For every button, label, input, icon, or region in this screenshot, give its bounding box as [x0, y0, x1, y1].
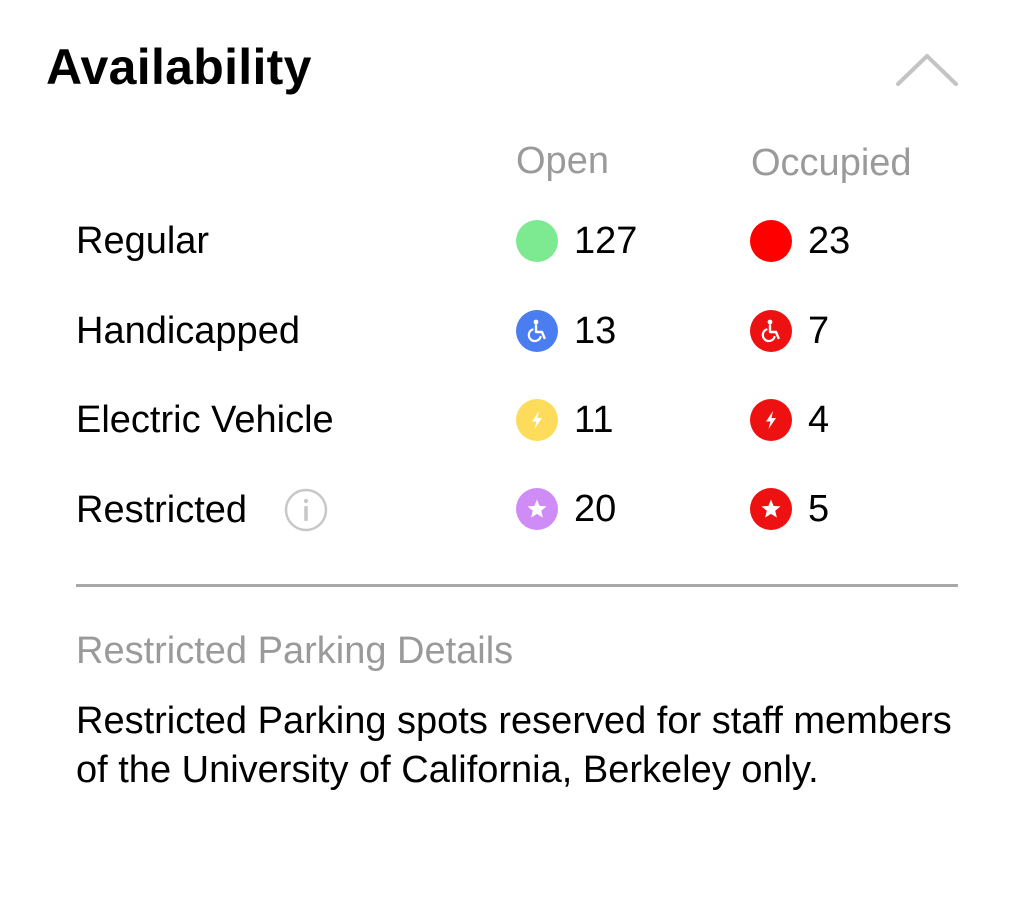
details-heading: Restricted Parking Details: [76, 630, 514, 672]
row-label-electric-vehicle: Electric Vehicle: [76, 399, 334, 441]
lightning-bolt-icon: [516, 399, 558, 441]
restricted-open-cell: 20: [516, 486, 616, 532]
row-label-restricted: Restricted: [76, 489, 248, 531]
handicapped-occupied-cell: 7: [750, 308, 829, 354]
panel-title: Availability: [46, 39, 312, 95]
occupied-status-dot: [750, 220, 792, 262]
row-label-regular: Regular: [76, 220, 210, 262]
chevron-up-icon: [896, 54, 958, 86]
star-icon: [750, 488, 792, 530]
handicapped-open-cell: 13: [516, 308, 616, 354]
wheelchair-icon: [516, 310, 558, 352]
column-header-occupied: Occupied: [751, 142, 912, 184]
electric-open-count: 11: [574, 399, 614, 441]
regular-open-cell: 127: [516, 218, 637, 264]
lightning-bolt-icon: [750, 399, 792, 441]
info-icon: [284, 488, 328, 532]
column-header-open: Open: [516, 140, 609, 182]
handicapped-open-count: 13: [574, 310, 617, 352]
restricted-occupied-count: 5: [808, 488, 830, 530]
restricted-info-button[interactable]: [284, 488, 328, 532]
regular-occupied-count: 23: [808, 220, 851, 262]
regular-occupied-cell: 23: [750, 218, 850, 264]
restricted-occupied-cell: 5: [750, 486, 829, 532]
star-icon: [516, 488, 558, 530]
restricted-open-count: 20: [574, 488, 617, 530]
electric-occupied-count: 4: [808, 399, 830, 441]
handicapped-occupied-count: 7: [808, 310, 830, 352]
regular-open-count: 127: [574, 220, 638, 262]
row-label-handicapped: Handicapped: [76, 310, 300, 352]
wheelchair-icon: [750, 310, 792, 352]
open-status-dot: [516, 220, 558, 262]
electric-open-cell: 11: [516, 397, 613, 443]
collapse-button[interactable]: [892, 44, 962, 92]
details-text: Restricted Parking spots reserved for st…: [76, 700, 952, 791]
electric-occupied-cell: 4: [750, 397, 829, 443]
section-divider: [76, 584, 958, 587]
